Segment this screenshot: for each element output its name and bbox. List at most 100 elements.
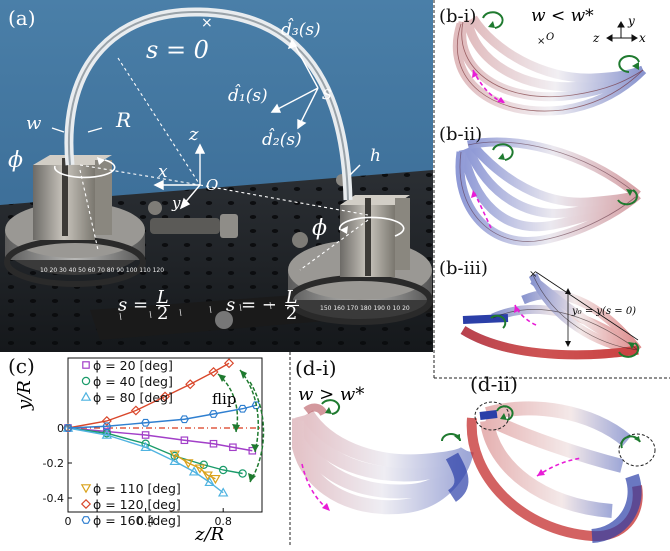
series-line — [67, 427, 224, 494]
panel-b: × — [433, 0, 670, 380]
origin-label: O — [206, 176, 219, 194]
data-point — [223, 358, 235, 369]
data-point — [238, 469, 247, 478]
legend-entry: ϕ = 110 [deg] — [93, 481, 181, 496]
panel-separator — [289, 352, 291, 547]
flip-label: flip — [212, 390, 237, 408]
flip-arrowhead — [240, 370, 247, 379]
axis-x-label: x — [639, 31, 646, 45]
panel-c-chart: 0 0.4 0.8 0 -0.2 -0.4 — [43, 357, 265, 528]
x-tick-label: 0.8 — [214, 515, 232, 528]
legend-marker — [81, 516, 91, 524]
s-half-length-fraction: L 2 — [155, 289, 170, 324]
flip-arrowhead — [218, 374, 226, 382]
origin-O-label: O — [546, 32, 555, 43]
y-axis-label: y — [172, 194, 181, 212]
flip-arrowhead — [248, 473, 256, 482]
data-point — [141, 431, 150, 439]
svg-text:10 20 30 40 50 60 70 80 90 100: 10 20 30 40 50 60 70 80 90 100 110 120 — [40, 267, 164, 274]
s-neg-half-length-lhs: s = − — [226, 294, 277, 316]
flip-arrowhead — [251, 444, 259, 452]
data-point — [159, 391, 171, 402]
data-point — [185, 379, 196, 390]
panel-biii-label: (b-iii) — [439, 258, 488, 279]
phi-left-label: ϕ — [8, 148, 23, 173]
svg-text:×: × — [537, 36, 545, 47]
data-point — [188, 466, 200, 476]
panel-di-label: (d-i) — [295, 356, 337, 380]
y-tick-label: -0.4 — [43, 492, 64, 505]
phi-right-label: ϕ — [312, 216, 327, 241]
x-axis-label: x — [158, 162, 168, 182]
data-point — [217, 487, 229, 497]
axis-y-label: y — [628, 14, 635, 28]
flip-arrow — [239, 369, 259, 453]
panel-d-drawing — [289, 399, 656, 543]
condition-w-less: w < w* — [531, 6, 594, 26]
data-point — [102, 422, 112, 431]
experiment-photo: × 10 20 30 40 50 60 70 80 90 100 110 120… — [0, 0, 433, 352]
data-point — [202, 471, 213, 481]
panel-d: (d-i) w > w* (d-ii) — [289, 356, 670, 547]
data-point — [169, 450, 180, 460]
data-point — [101, 429, 113, 439]
x-tick-label: 0 — [65, 515, 72, 528]
series-line — [67, 404, 257, 429]
radius-label: R — [116, 108, 132, 132]
s-half-length-denominator: 2 — [157, 303, 169, 324]
data-point — [180, 436, 189, 445]
d3-label: d̂₃(s) — [281, 20, 321, 40]
s-neg-half-length-label: s = − L 2 — [226, 287, 299, 324]
svg-text:×: × — [201, 15, 213, 31]
y-tick-label: 0 — [57, 422, 64, 435]
data-point — [101, 415, 112, 427]
legend-marker — [80, 484, 92, 494]
legend-entry: ϕ = 160 [deg] — [93, 513, 181, 528]
panel-c: 0 0.4 0.8 0 -0.2 -0.4 (c) y/R z/R flip ϕ = 20… — [0, 352, 288, 547]
panel-a-photo: × 10 20 30 40 50 60 70 80 90 100 110 120… — [0, 0, 433, 352]
thickness-label: h — [370, 146, 381, 166]
data-point — [194, 464, 206, 474]
y-tick-label: -0.2 — [43, 457, 64, 470]
plot-frame — [67, 357, 263, 513]
data-point — [210, 474, 221, 485]
data-point — [141, 418, 151, 427]
series-line — [67, 362, 230, 429]
condition-w-greater: w > w* — [298, 384, 365, 405]
data-point — [183, 459, 194, 469]
legend-entry: ϕ = 120 [deg] — [93, 497, 181, 512]
data-point — [229, 443, 237, 452]
data-point — [63, 424, 73, 432]
data-point — [218, 465, 228, 475]
s-neg-half-length-denominator: 2 — [285, 303, 298, 324]
panel-bi-label: (b-i) — [439, 6, 477, 27]
z-axis-label: z — [189, 124, 199, 145]
flip-arrowhead — [232, 424, 240, 432]
s-half-length-label: s = L 2 — [118, 289, 170, 324]
width-label: w — [26, 113, 42, 134]
d1-label: d̂₁(s) — [228, 86, 268, 106]
svg-text:×: × — [529, 269, 537, 280]
panel-a-label: (a) — [8, 6, 36, 30]
flip-arrow — [249, 381, 265, 483]
data-point — [209, 410, 218, 418]
s-neg-half-length-numerator: L — [284, 287, 299, 308]
series-line — [67, 427, 243, 475]
data-point — [204, 476, 215, 487]
legend-marker — [82, 361, 90, 369]
y0-annotation: y₀ = y(s = 0) — [572, 306, 637, 317]
panel-c-label: (c) — [8, 354, 35, 378]
legend-entry: ϕ = 20 [deg] — [93, 358, 173, 373]
panel-bii-label: (b-ii) — [439, 124, 483, 145]
data-point — [140, 441, 151, 452]
data-point — [179, 415, 189, 424]
legend-marker — [80, 391, 92, 401]
s-half-length-lhs: s = — [118, 294, 149, 316]
axis-z-label: z — [593, 31, 600, 45]
panel-dii-label: (d-ii) — [470, 372, 518, 396]
legend-entry: ϕ = 80 [deg] — [93, 390, 173, 405]
svg-text:150 160 170 180 190 0 10 20: 150 160 170 180 190 0 10 20 — [320, 305, 410, 312]
data-point — [238, 404, 248, 413]
s-zero-label: s = 0 — [146, 36, 209, 64]
legend-entry: ϕ = 40 [deg] — [93, 374, 173, 389]
